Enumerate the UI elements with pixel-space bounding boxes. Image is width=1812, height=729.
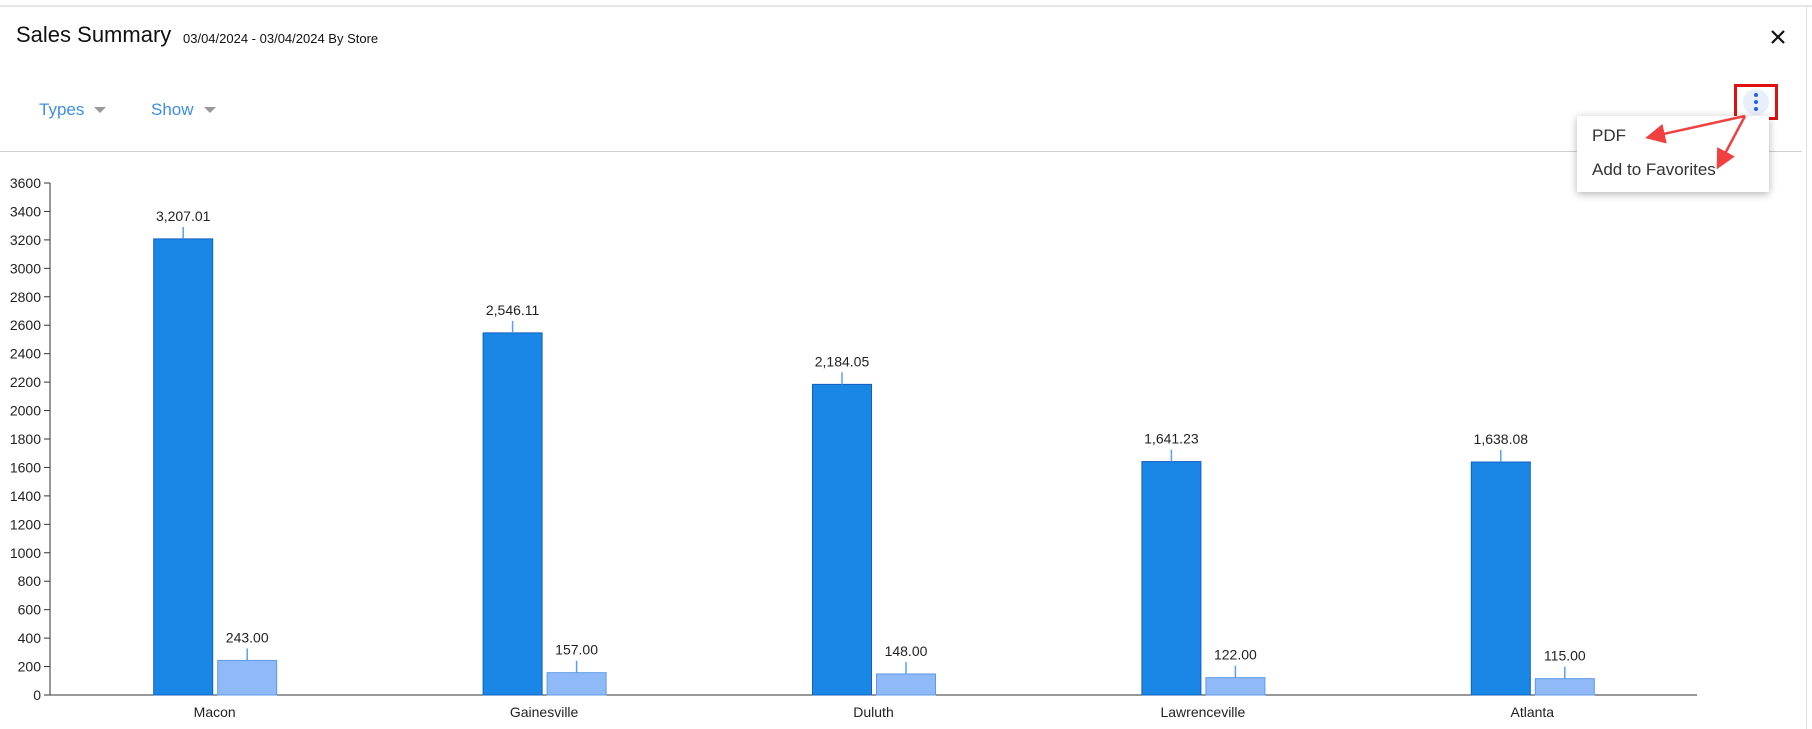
more-options-button[interactable] — [1734, 84, 1778, 120]
y-tick-label: 2000 — [10, 403, 41, 419]
y-tick-label: 2600 — [10, 317, 41, 333]
y-tick-label: 2200 — [10, 374, 41, 390]
window-top-border — [0, 5, 1812, 7]
data-label: 2,546.11 — [486, 302, 540, 318]
y-tick-label: 600 — [18, 602, 42, 618]
data-label: 148.00 — [885, 643, 928, 659]
y-tick-label: 1600 — [10, 459, 41, 475]
y-tick-label: 3400 — [10, 203, 41, 219]
toolbar-divider — [0, 151, 1802, 152]
bar-2 — [876, 673, 936, 696]
data-label: 2,184.05 — [815, 353, 870, 369]
y-tick-label: 1400 — [10, 488, 41, 504]
bar-1 — [153, 238, 214, 696]
x-tick-label: Macon — [194, 704, 236, 720]
y-tick-label: 2400 — [10, 346, 41, 362]
types-dropdown[interactable]: Types — [39, 100, 107, 120]
data-label: 115.00 — [1544, 648, 1586, 664]
y-tick-label: 200 — [18, 659, 42, 675]
bar-1 — [812, 383, 872, 696]
y-tick-label: 1000 — [10, 545, 41, 561]
caret-down-icon — [94, 107, 107, 113]
bar-1 — [482, 332, 543, 696]
menu-item-pdf[interactable]: PDF — [1592, 126, 1626, 145]
window-right-border — [1806, 5, 1807, 729]
data-label: 157.00 — [555, 642, 598, 658]
kebab-icon — [1743, 89, 1769, 115]
y-tick-label: 800 — [18, 573, 42, 589]
x-tick-label: Gainesville — [510, 704, 579, 720]
data-label: 1,638.08 — [1474, 431, 1529, 447]
close-button[interactable] — [1765, 24, 1791, 50]
date-range-subtitle: 03/04/2024 - 03/04/2024 By Store — [183, 31, 379, 46]
types-label: Types — [39, 100, 85, 119]
x-tick-label: Atlanta — [1511, 704, 1555, 720]
y-tick-label: 3600 — [10, 175, 41, 191]
y-tick-label: 2800 — [10, 289, 41, 305]
data-label: 3,207.01 — [156, 208, 211, 224]
x-tick-label: Lawrenceville — [1160, 704, 1245, 720]
options-menu: PDF Add to Favorites — [1577, 116, 1769, 192]
y-tick-label: 3000 — [10, 260, 41, 276]
bar-2 — [546, 672, 607, 696]
bar-2 — [217, 659, 278, 696]
caret-down-icon — [203, 107, 216, 113]
data-label: 1,641.23 — [1144, 431, 1199, 447]
y-tick-label: 400 — [18, 630, 42, 646]
bar-2 — [1534, 678, 1595, 696]
data-label: 243.00 — [226, 629, 269, 645]
y-tick-label: 3200 — [10, 232, 41, 248]
bar-1 — [1470, 461, 1531, 696]
close-icon — [1771, 30, 1785, 44]
show-dropdown[interactable]: Show — [151, 100, 216, 120]
y-tick-label: 1800 — [10, 431, 41, 447]
show-label: Show — [151, 100, 194, 119]
y-tick-label: 0 — [33, 687, 41, 703]
y-tick-label: 1200 — [10, 516, 41, 532]
menu-item-add-to-favorites[interactable]: Add to Favorites — [1592, 160, 1716, 179]
page-title: Sales Summary — [16, 22, 172, 47]
bar-2 — [1205, 677, 1266, 696]
data-label: 122.00 — [1214, 647, 1257, 663]
x-tick-label: Duluth — [853, 704, 893, 720]
bar-1 — [1141, 461, 1202, 696]
